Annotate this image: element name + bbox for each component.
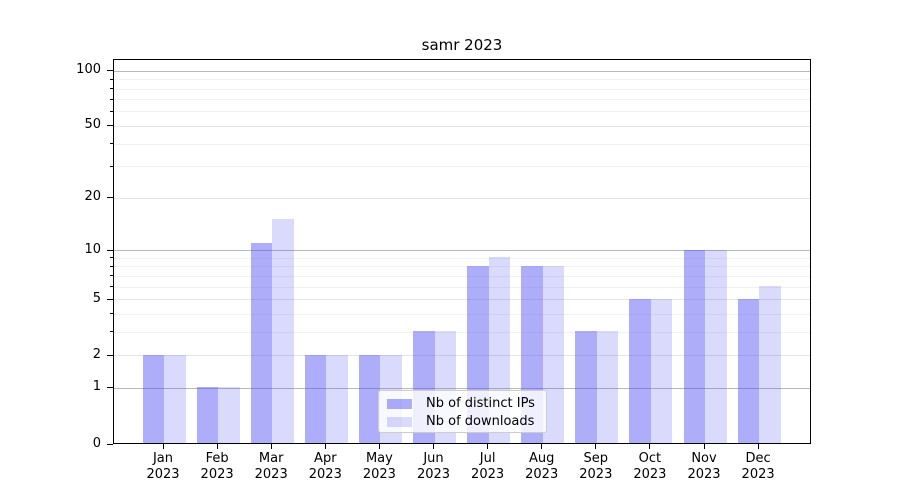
y-tick-label: 0 (92, 435, 101, 451)
bar-distinct-ips (358, 354, 381, 444)
x-tick (487, 443, 489, 449)
gridline-major (114, 197, 810, 199)
x-tick (649, 443, 651, 449)
x-tick-label: Oct 2023 (633, 450, 667, 482)
y-tick-label: 100 (76, 62, 101, 78)
y-tick-label: 10 (84, 241, 101, 257)
chart-title: samr 2023 (421, 36, 503, 54)
legend-entry: Nb of distinct IPs (387, 395, 538, 412)
gridline-minor (114, 275, 810, 277)
x-tick (216, 443, 218, 449)
x-tick-label: Apr 2023 (308, 450, 342, 482)
x-tick-label: Jul 2023 (471, 450, 505, 482)
bar-distinct-ips (737, 298, 760, 444)
y-minor-tick (110, 286, 113, 288)
gridline-minor (114, 166, 810, 168)
gridline-minor (114, 111, 810, 113)
gridline-minor (114, 79, 810, 81)
bar-distinct-ips (683, 249, 705, 444)
y-major-tick (107, 354, 113, 356)
y-major-tick (107, 249, 113, 251)
x-tick-label: May 2023 (362, 450, 396, 482)
gridline-minor (114, 99, 810, 101)
y-minor-tick (110, 143, 113, 145)
y-minor-tick (110, 265, 113, 267)
y-minor-tick (110, 331, 113, 333)
legend: Nb of distinct IPs Nb of downloads (378, 390, 547, 433)
y-minor-tick (110, 165, 113, 167)
x-tick (433, 443, 434, 449)
y-minor-tick (110, 110, 113, 112)
x-tick (324, 443, 326, 449)
legend-swatch-distinct-ips (387, 398, 412, 409)
x-tick (757, 443, 759, 449)
y-tick-label: 20 (84, 189, 101, 205)
bar-distinct-ips (250, 242, 273, 444)
y-major-tick (107, 298, 113, 300)
bar-downloads (542, 265, 565, 444)
x-tick-label: Dec 2023 (741, 450, 775, 482)
bar-distinct-ips (304, 354, 327, 444)
y-major-tick (107, 70, 113, 72)
y-major-tick (107, 443, 113, 445)
legend-swatch-downloads (387, 416, 412, 427)
x-tick-label: Jun 2023 (416, 450, 451, 482)
x-tick-label: Nov 2023 (687, 450, 721, 482)
x-tick-label: Aug 2023 (525, 450, 559, 482)
gridline-major (114, 250, 810, 252)
x-tick-label: Sep 2023 (579, 450, 613, 482)
gridline-major (114, 387, 810, 389)
bar-distinct-ips (196, 387, 219, 444)
bar-downloads (650, 298, 673, 444)
y-minor-tick (110, 313, 113, 315)
y-minor-tick (110, 275, 113, 277)
bar-distinct-ips (575, 331, 597, 444)
gridline-minor (114, 266, 810, 268)
y-major-tick (107, 387, 113, 389)
gridline-minor (114, 313, 810, 315)
x-tick-label: Feb 2023 (200, 450, 234, 482)
x-tick-label: Jan 2023 (146, 450, 180, 482)
y-tick-label: 1 (92, 379, 101, 395)
x-tick (270, 443, 272, 449)
bar-downloads (705, 249, 727, 444)
y-major-tick (107, 125, 113, 127)
legend-entry-label: Nb of downloads (426, 414, 535, 429)
gridline-minor (114, 286, 810, 288)
y-tick-label: 5 (92, 290, 101, 306)
gridline-minor (114, 331, 810, 333)
plot-area: Nb of distinct IPs Nb of downloads (113, 59, 811, 444)
bar-distinct-ips (629, 298, 651, 444)
y-minor-tick (110, 88, 113, 90)
x-tick (378, 443, 380, 449)
x-tick (595, 443, 597, 449)
bar-distinct-ips (142, 354, 164, 444)
gridline-minor (114, 257, 810, 259)
bar-downloads (164, 354, 186, 444)
y-major-tick (107, 197, 113, 199)
gridline-major (114, 70, 810, 72)
gridline-major (114, 299, 810, 301)
gridline-minor (114, 143, 810, 145)
bar-downloads (596, 331, 619, 444)
bar-downloads (759, 286, 781, 444)
bar-downloads (326, 354, 348, 444)
y-tick-label: 2 (92, 346, 101, 362)
bar-downloads (272, 219, 294, 444)
y-minor-tick (110, 98, 113, 100)
x-tick-label: Mar 2023 (254, 450, 288, 482)
gridline-minor (114, 88, 810, 90)
legend-entry-label: Nb of distinct IPs (426, 396, 535, 411)
bar-downloads (218, 387, 240, 444)
gridline-major (114, 355, 810, 357)
legend-entry: Nb of downloads (387, 413, 538, 430)
x-tick (541, 443, 543, 449)
x-tick (162, 443, 164, 449)
y-minor-tick (110, 78, 113, 80)
y-tick-label: 50 (84, 117, 101, 133)
x-tick (703, 443, 705, 449)
y-minor-tick (110, 257, 113, 259)
gridline-major (114, 125, 810, 127)
